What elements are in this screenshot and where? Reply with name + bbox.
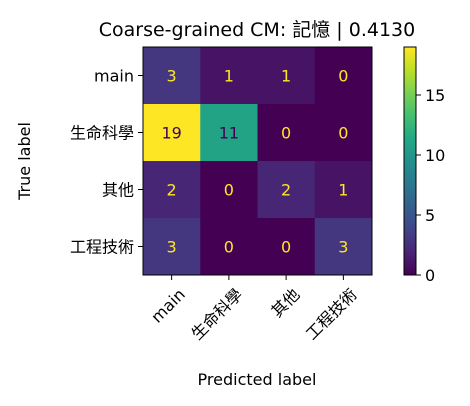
- cell-value: 2: [167, 181, 177, 200]
- y-tick-label: 其他: [102, 181, 134, 200]
- cell-value: 1: [338, 181, 348, 200]
- x-tick-label: 其他: [267, 285, 303, 321]
- heatmap-cell: [200, 218, 258, 276]
- colorbar-tick-label: 15: [425, 86, 445, 105]
- plot-frame: [142, 46, 373, 276]
- x-axis-label: Predicted label: [198, 370, 317, 389]
- heatmap-cell: [314, 161, 373, 219]
- cell-value: 11: [219, 124, 239, 143]
- heatmap-cell: [314, 104, 373, 162]
- cell-value: 0: [224, 238, 234, 257]
- colorbar-ticks: 0 5 10 15: [416, 86, 445, 285]
- y-axis-label: True label: [15, 122, 34, 201]
- cell-value: 19: [161, 124, 181, 143]
- colorbar-tick-label: 5: [425, 206, 435, 225]
- heatmap-cell: [200, 104, 258, 162]
- cell-value: 0: [281, 124, 291, 143]
- cell-value: 3: [167, 238, 177, 257]
- colorbar-tick-label: 10: [425, 146, 445, 165]
- heatmap-cell: [257, 47, 316, 105]
- y-tick-label: main: [94, 67, 134, 86]
- cell-value: 0: [281, 238, 291, 257]
- heatmap-cell: [143, 218, 201, 276]
- x-tick-label: 生命科學: [187, 285, 246, 344]
- colorbar-tick-label: 0: [425, 266, 435, 285]
- cell-value: 3: [338, 238, 348, 257]
- cell-value: 0: [338, 67, 348, 86]
- cell-value: 1: [281, 67, 291, 86]
- cell-value: 2: [281, 181, 291, 200]
- heatmap-cell: [143, 104, 201, 162]
- cell-value-labels: 3 1 1 019 11 0 02 0 2 13 0 0 3: [161, 67, 348, 257]
- heatmap-cell: [200, 47, 258, 105]
- chart-title: Coarse-grained CM: 記憶 | 0.4130: [99, 19, 415, 41]
- heatmap-cell: [200, 161, 258, 219]
- cell-value: 1: [224, 67, 234, 86]
- colorbar: [403, 46, 417, 276]
- heatmap-cell: [257, 218, 316, 276]
- y-tick-label: 生命科學: [70, 124, 134, 143]
- cell-value: 3: [167, 67, 177, 86]
- heatmap-cell: [314, 47, 373, 105]
- y-tick-label: 工程技術: [70, 238, 134, 257]
- heatmap-cell: [314, 218, 373, 276]
- heatmap-cell: [257, 104, 316, 162]
- heatmap-cells: [143, 47, 373, 276]
- cell-value: 0: [338, 124, 348, 143]
- heatmap-cell: [257, 161, 316, 219]
- heatmap-cell: [143, 47, 201, 105]
- cell-value: 0: [224, 181, 234, 200]
- heatmap-cell: [143, 161, 201, 219]
- x-tick-label: main: [147, 285, 189, 327]
- x-tick-label: 工程技術: [302, 285, 361, 344]
